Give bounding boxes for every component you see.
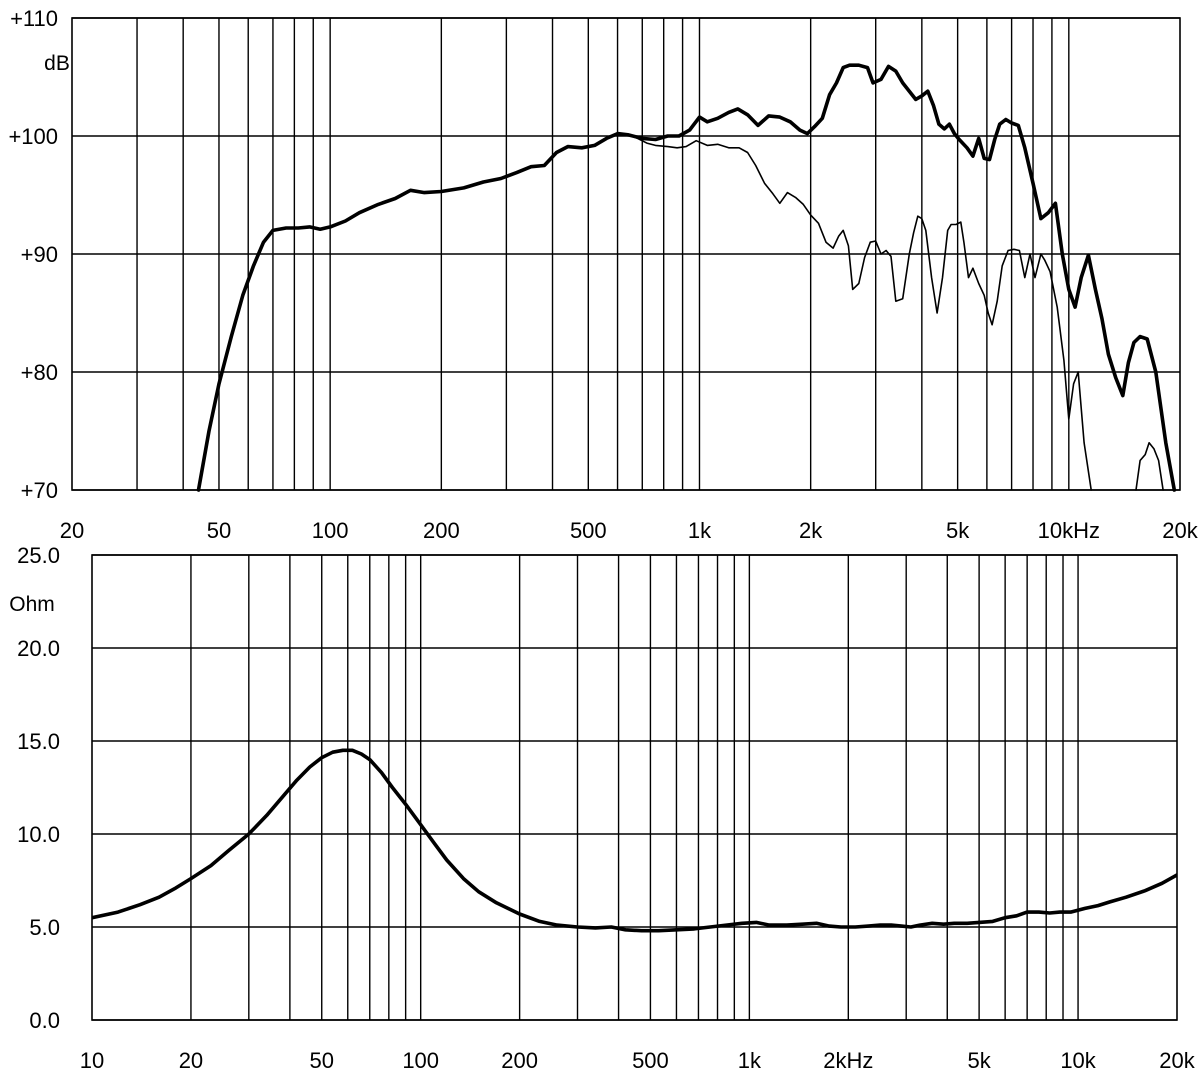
y-tick-label: 25.0 [17,543,60,568]
y-axis-unit-label: dB [44,52,70,75]
y-tick-label: 0.0 [29,1008,60,1033]
x-tick-label: 5k [946,518,970,543]
y-tick-label: 10.0 [17,822,60,847]
x-tick-label: 2k [799,518,823,543]
x-tick-label: 100 [312,518,349,543]
x-tick-label: 20k [1159,1048,1195,1073]
curves [92,748,1177,933]
frequency-response-chart: 20 50 100 200 500 1k 2k 5k 10kHz 20k +110 +100 +90 +8… [8,6,1198,543]
x-tick-label: 5k [967,1048,991,1073]
y-tick-label: 15.0 [17,729,60,754]
x-tick-label: 20 [179,1048,203,1073]
y-tick-label: +100 [8,124,58,149]
x-tick-label: 50 [207,518,231,543]
y-axis-unit-label: Ohm [9,593,55,616]
plot-frame [91,554,1178,1021]
curve-thick-0 [196,63,1177,492]
x-tick-label: 10k [1060,1048,1096,1073]
x-tick-label: 1k [738,1048,762,1073]
y-tick-label: +80 [21,360,58,385]
x-tick-label: 100 [402,1048,439,1073]
x-tick-label: 50 [309,1048,333,1073]
x-tick-label: 20k [1162,518,1198,543]
y-tick-label: 20.0 [17,636,60,661]
impedance-chart: 10 20 50 100 200 500 1k 2kHz 5k 10k 20k 25.0 20.0 15.… [9,543,1195,1073]
x-tick-label: 500 [632,1048,669,1073]
x-tick-label: 500 [570,518,607,543]
y-tick-label: 5.0 [29,915,60,940]
y-tick-label: +90 [21,242,58,267]
x-tick-label: 200 [423,518,460,543]
x-tick-label: 10kHz [1038,518,1100,543]
curve-thick-0 [92,748,1177,933]
curve-thin-1 [627,134,1092,491]
x-tick-label: 2kHz [823,1048,873,1073]
x-tick-label: 10 [80,1048,104,1073]
x-tick-label: 200 [501,1048,538,1073]
curves [196,63,1177,492]
x-tick-label: 1k [688,518,712,543]
y-tick-label: +70 [21,478,58,503]
plot-frame [71,17,1181,491]
curve-thin-2 [1135,441,1164,491]
x-tick-label: 20 [60,518,84,543]
y-tick-label: +110 [10,6,58,31]
